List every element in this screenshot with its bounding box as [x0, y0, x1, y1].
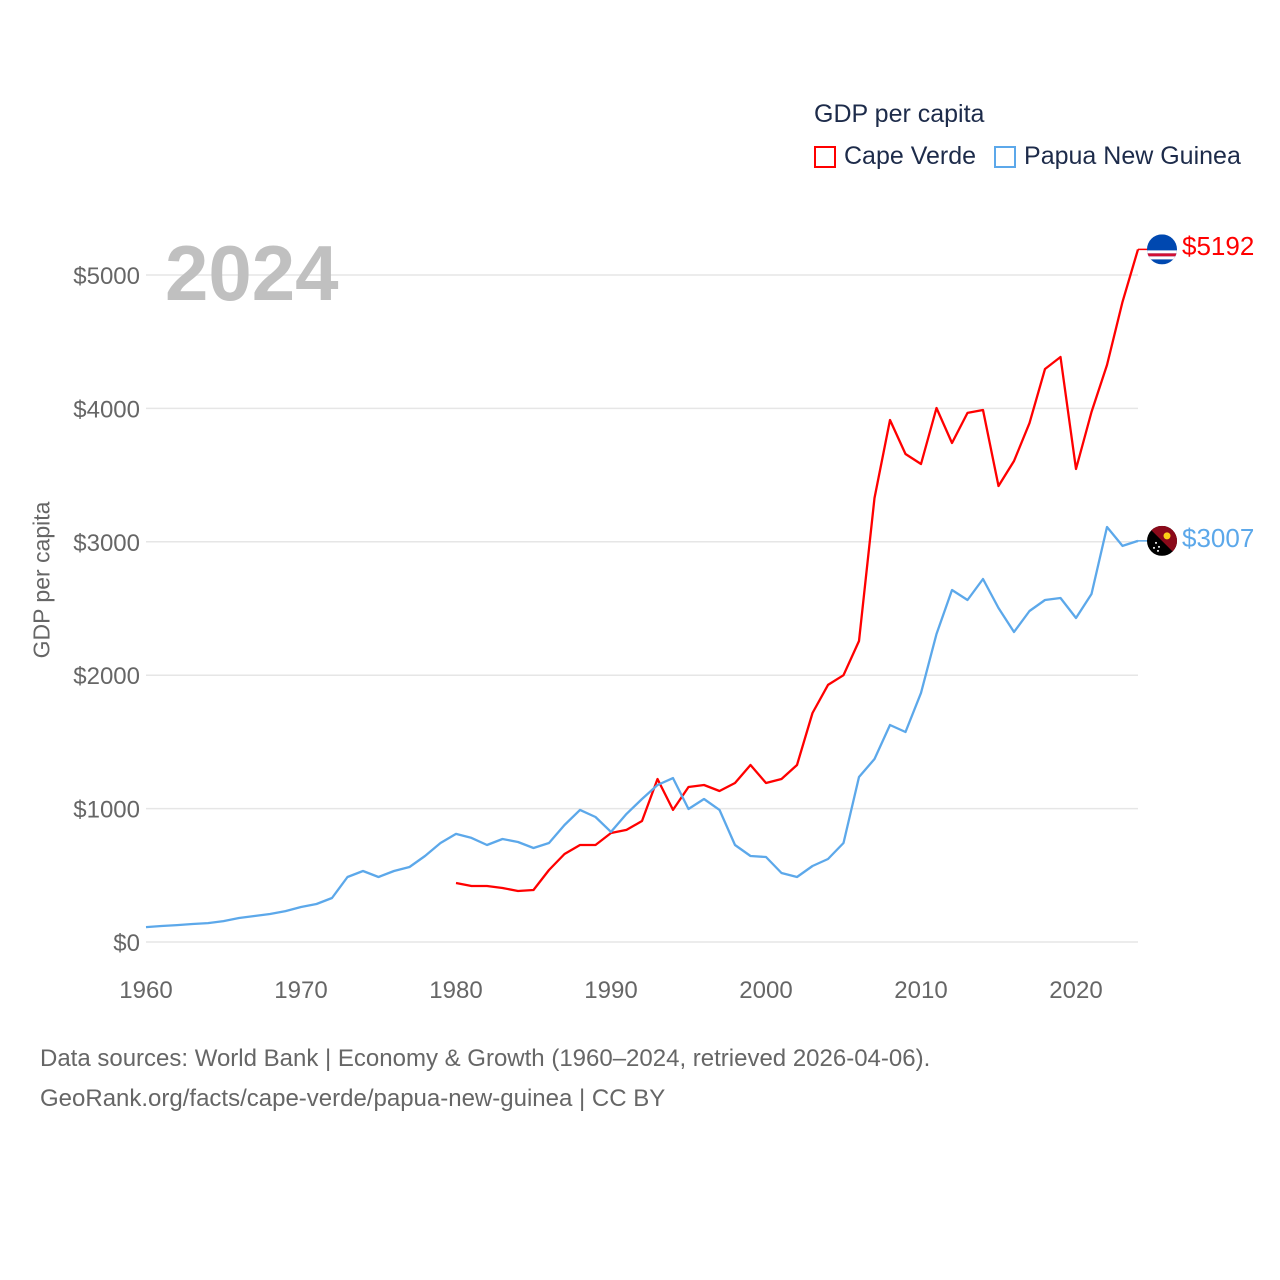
x-tick-label: 1990	[584, 977, 637, 1004]
y-tick-label: $0	[113, 930, 140, 957]
y-tick-label: $4000	[73, 396, 140, 423]
x-tick-label: 2000	[739, 977, 792, 1004]
x-tick-label: 2020	[1049, 977, 1102, 1004]
end-label-papua-new-guinea: $3007	[1182, 523, 1255, 553]
legend: Cape Verde Papua New Guinea	[814, 142, 1259, 171]
legend-item-papua-new-guinea[interactable]: Papua New Guinea	[994, 142, 1241, 171]
y-axis-label: GDP per capita	[28, 501, 55, 659]
legend-title: GDP per capita	[814, 100, 985, 128]
x-tick-label: 1960	[119, 977, 172, 1004]
y-tick-label: $1000	[73, 797, 140, 824]
year-label: 2024	[165, 229, 339, 317]
footer-link[interactable]: GeoRank.org/facts/cape-verde/papua-new-g…	[40, 1085, 666, 1112]
series-line-cape-verde	[455, 249, 1140, 893]
x-tick-label: 2010	[894, 977, 947, 1004]
y-tick-label: $3000	[73, 530, 140, 557]
cape-verde-flag-icon	[1147, 234, 1177, 265]
legend-swatch	[994, 145, 1017, 168]
x-tick-label: 1980	[429, 977, 482, 1004]
legend-item-cape-verde[interactable]: Cape Verde	[814, 142, 976, 171]
y-tick-label: $2000	[73, 663, 140, 690]
y-tick-label: $5000	[73, 263, 140, 290]
legend-swatch	[814, 145, 836, 168]
papua-new-guinea-flag-icon	[1147, 525, 1177, 556]
end-label-cape-verde: $5192	[1182, 231, 1255, 261]
legend-label: Cape Verde	[844, 142, 977, 170]
legend-label: Papua New Guinea	[1024, 142, 1241, 170]
series-line-papua-new-guinea	[145, 525, 1139, 929]
footer-sources: Data sources: World Bank | Economy & Gro…	[40, 1045, 931, 1072]
x-tick-label: 1970	[274, 977, 327, 1004]
